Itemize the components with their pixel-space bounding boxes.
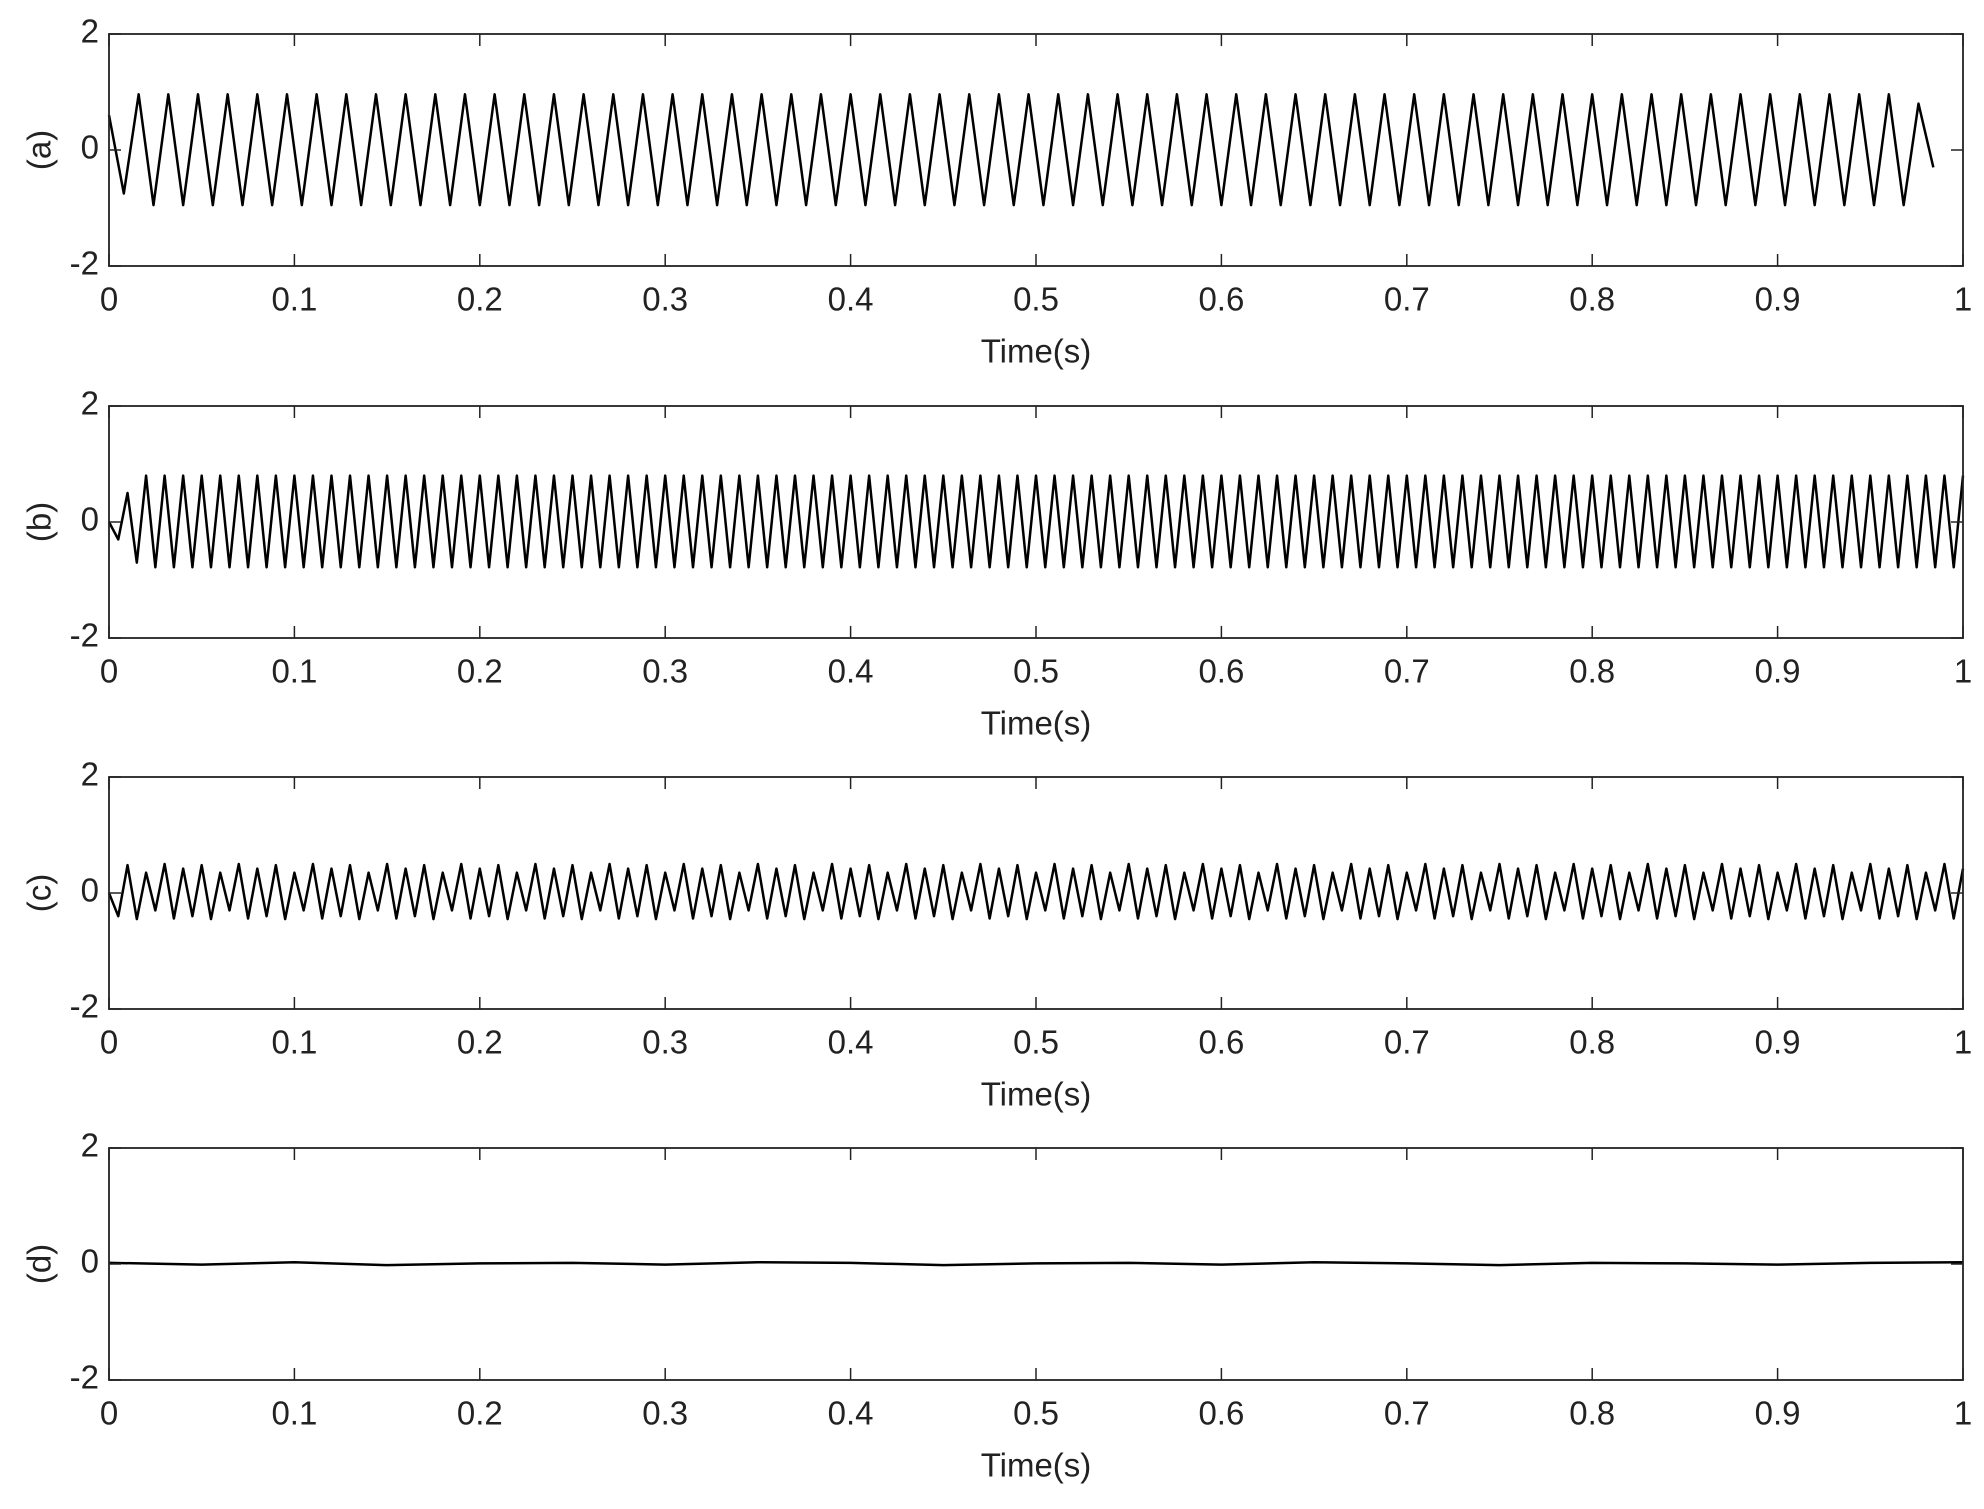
signal-line [107, 862, 1965, 921]
x-tick-label: 0.9 [1755, 1395, 1801, 1432]
x-tick-label: 1 [1954, 1024, 1972, 1061]
x-tick-label: 0.2 [457, 653, 503, 690]
x-tick-label: 0.1 [271, 1395, 317, 1432]
x-tick-label: 0.6 [1198, 281, 1244, 318]
x-tick-label: 0.8 [1569, 1395, 1615, 1432]
y-tick-label: 0 [81, 872, 99, 909]
x-tick-label: 0.1 [271, 1024, 317, 1061]
y-axis-label: (b) [21, 502, 58, 542]
y-tick-label: -2 [70, 617, 99, 654]
x-tick-label: 0.7 [1384, 653, 1430, 690]
x-tick-label: 0.3 [642, 653, 688, 690]
y-tick-label: 2 [81, 1127, 99, 1164]
x-tick-label: 0 [100, 281, 118, 318]
x-tick-label: 0.6 [1198, 1395, 1244, 1432]
y-axis-label: (c) [21, 874, 58, 912]
signal-line [107, 474, 1965, 569]
x-tick-label: 0 [100, 1395, 118, 1432]
x-tick-label: 0.8 [1569, 281, 1615, 318]
y-tick-label: 0 [81, 501, 99, 538]
x-tick-label: 0.3 [642, 281, 688, 318]
y-tick-label: 0 [81, 1243, 99, 1280]
x-axis-label: Time(s) [981, 705, 1092, 742]
y-tick-label: 0 [81, 129, 99, 166]
x-tick-label: 0.2 [457, 281, 503, 318]
x-tick-label: 1 [1954, 653, 1972, 690]
x-tick-label: 0.5 [1013, 1395, 1059, 1432]
axes-background [109, 406, 1963, 638]
x-tick-label: 0.7 [1384, 1024, 1430, 1061]
signal-line [107, 93, 1935, 207]
x-tick-label: 0.3 [642, 1024, 688, 1061]
x-tick-label: 0.5 [1013, 1024, 1059, 1061]
x-tick-label: 0.8 [1569, 1024, 1615, 1061]
x-tick-label: 0.4 [828, 1024, 874, 1061]
x-tick-label: 0.9 [1755, 1024, 1801, 1061]
y-tick-label: -2 [70, 988, 99, 1025]
x-tick-label: 0.8 [1569, 653, 1615, 690]
x-axis-label: Time(s) [981, 1076, 1092, 1113]
y-tick-label: -2 [70, 1359, 99, 1396]
y-tick-label: 2 [81, 385, 99, 422]
x-tick-label: 0.5 [1013, 653, 1059, 690]
axes-background [109, 777, 1963, 1009]
x-tick-label: 0.7 [1384, 281, 1430, 318]
x-tick-label: 0.1 [271, 281, 317, 318]
x-tick-label: 0.1 [271, 653, 317, 690]
signal-line [108, 1261, 1964, 1267]
x-tick-label: 0.9 [1755, 281, 1801, 318]
x-tick-label: 0.4 [828, 281, 874, 318]
x-tick-label: 0.7 [1384, 1395, 1430, 1432]
y-axis-label: (a) [21, 130, 58, 170]
axes-box [108, 1147, 1964, 1381]
x-tick-label: 1 [1954, 1395, 1972, 1432]
x-tick-label: 0.5 [1013, 281, 1059, 318]
axes-box [108, 33, 1964, 267]
x-tick-label: 0.6 [1198, 653, 1244, 690]
x-axis-label: Time(s) [981, 333, 1092, 370]
y-tick-label: -2 [70, 245, 99, 282]
x-tick-label: 0.2 [457, 1024, 503, 1061]
y-tick-label: 2 [81, 13, 99, 50]
x-tick-label: 0.2 [457, 1395, 503, 1432]
x-tick-label: 0.9 [1755, 653, 1801, 690]
x-axis-label: Time(s) [981, 1447, 1092, 1484]
x-tick-label: 0 [100, 653, 118, 690]
x-tick-label: 0.3 [642, 1395, 688, 1432]
x-tick-label: 1 [1954, 281, 1972, 318]
x-tick-label: 0.4 [828, 653, 874, 690]
y-axis-label: (d) [21, 1244, 58, 1284]
y-tick-label: 2 [81, 756, 99, 793]
x-tick-label: 0.4 [828, 1395, 874, 1432]
axes-box [108, 405, 1964, 639]
axes-box [108, 776, 1964, 1010]
x-tick-label: 0 [100, 1024, 118, 1061]
x-tick-label: 0.6 [1198, 1024, 1244, 1061]
